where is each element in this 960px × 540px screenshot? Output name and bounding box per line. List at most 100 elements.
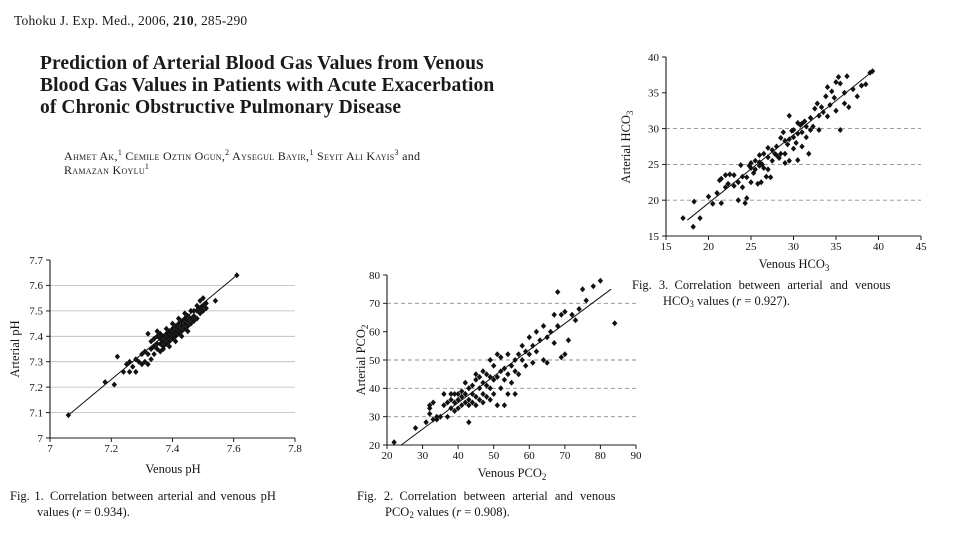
x-tick-label: 30 [788, 241, 800, 253]
fig1-caption-line2: values (r = 0.934). [37, 504, 328, 520]
data-points [680, 68, 876, 230]
x-tick-label: 15 [661, 241, 673, 253]
x-tick-label: 25 [746, 241, 758, 253]
y-tick-label: 30 [369, 412, 381, 424]
text-segment: Seyit Ali Kayis [313, 149, 395, 163]
fig2-caption: Fig. 2. Correlation between arterial and… [357, 488, 657, 520]
y-tick-label: 60 [369, 327, 381, 339]
fig3-caption: Fig. 3. Correlation between arterial and… [632, 277, 954, 309]
fig1-caption-line1: Fig. 1. Correlation between arterial and… [10, 488, 328, 504]
x-tick-label: 80 [595, 450, 607, 462]
text-segment: Ahmet Ak, [64, 149, 118, 163]
x-tick-label: 35 [831, 241, 843, 253]
x-tick-label: 45 [916, 241, 928, 253]
text-segment: Cemile Oztin Ogun, [122, 149, 226, 163]
trendline [686, 69, 875, 221]
text-segment: Fig. 1. Correlation between arterial and… [10, 489, 276, 503]
axes: 7 7.2 7.4 7.6 7.8 7 7.1 7.2 7.3 7.4 7.5 7.6 7.7 [29, 255, 302, 455]
fig3-caption-line1: Fig. 3. Correlation between arterial and… [632, 277, 954, 293]
y-tick-label: 15 [648, 231, 660, 243]
text-segment: values ( [413, 505, 457, 519]
y-tick-label: 7.4 [29, 331, 43, 343]
axes: 20 30 40 50 60 70 80 90 20 30 40 50 60 70 80 [369, 270, 642, 462]
article-title-line-3: of Chronic Obstructive Pulmonary Disease [40, 97, 402, 118]
text-segment: Fig. 3. Correlation between arterial and… [632, 278, 891, 292]
fig1-caption: Fig. 1. Correlation between arterial and… [10, 488, 328, 520]
y-tick-label: 40 [369, 383, 381, 395]
y-tick-label: 7.6 [29, 280, 43, 292]
article-title: Prediction of Arterial Blood Gas Values … [40, 53, 494, 119]
author-affiliation-sup: 1 [309, 148, 314, 157]
y-axis-label: Arterial pH [8, 320, 22, 377]
x-axis-label: Venous pH [145, 462, 200, 476]
fig2-scatter-chart: 20 30 40 50 60 70 80 90 20 30 40 50 60 70 80 Venous PCO… [354, 270, 642, 482]
journal-volume: 210 [172, 13, 194, 28]
y-tick-label: 70 [369, 298, 381, 310]
fig3-caption-line2: HCO3 values (r = 0.927). [663, 293, 954, 309]
text-segment: values ( [693, 294, 737, 308]
y-tick-label: 7.7 [29, 255, 43, 267]
author-affiliation-sup: 1 [117, 148, 123, 157]
x-tick-label: 40 [453, 450, 465, 462]
author-line-1: Ahmet Ak,1 Cemile Oztin Ogun,2 Aysegul B… [64, 148, 420, 164]
gridlines [387, 302, 636, 418]
journal-header-prefix: Tohoku J. Exp. Med., 2006, [14, 13, 173, 28]
x-tick-label: 20 [382, 450, 394, 462]
fig2-caption-line1: Fig. 2. Correlation between arterial and… [357, 488, 657, 504]
x-tick-label: 20 [703, 241, 715, 253]
x-tick-label: 7.8 [288, 443, 302, 455]
y-axis-label: Arterial HCO3 [619, 110, 635, 183]
author-affiliation-sup: 1 [144, 162, 150, 171]
x-axis-label: Venous HCO3 [759, 257, 830, 273]
text-segment: HCO [663, 294, 690, 308]
article-title-line-2: Blood Gas Values in Patients with Acute … [40, 75, 495, 96]
author-affiliation-sup: 3 [394, 148, 399, 157]
x-tick-label: 7.2 [104, 443, 118, 455]
data-points [65, 272, 240, 419]
x-tick-label: 7.6 [227, 443, 241, 455]
text-segment: PCO [385, 505, 410, 519]
y-tick-label: 50 [369, 355, 381, 367]
x-tick-label: 7 [47, 443, 53, 455]
y-tick-label: 7.5 [29, 306, 43, 318]
x-tick-label: 7.4 [166, 443, 180, 455]
text-segment: Fig. 2. Correlation between arterial and… [357, 489, 616, 503]
journal-header-suffix: , 285-290 [193, 13, 248, 28]
x-tick-label: 40 [873, 241, 885, 253]
text-segment: Aysegul Bayir, [229, 149, 310, 163]
x-axis-label: Venous PCO2 [478, 466, 547, 482]
y-tick-label: 7.3 [29, 357, 43, 369]
y-tick-label: 25 [648, 159, 660, 171]
journal-header: Tohoku J. Exp. Med., 2006, 210, 285-290 [14, 13, 247, 29]
author-affiliation-sup: 2 [225, 148, 230, 157]
axes: 15 20 25 30 35 40 45 15 20 25 30 35 40 [648, 52, 927, 253]
author-line-2: Ramazan Koylu1 [64, 162, 420, 178]
y-axis-label: Arterial PCO2 [354, 325, 370, 396]
text-segment: 2 [409, 510, 414, 520]
text-segment: = 0.927). [741, 294, 790, 308]
text-segment: r [76, 505, 82, 519]
y-tick-label: 20 [369, 440, 381, 452]
text-segment: values ( [37, 505, 77, 519]
y-tick-label: 80 [369, 270, 381, 282]
y-tick-label: 20 [648, 195, 660, 207]
x-tick-label: 30 [417, 450, 429, 462]
x-tick-label: 50 [488, 450, 500, 462]
text-segment: 3 [689, 299, 694, 309]
text-segment: Ramazan Koylu [64, 163, 145, 177]
gridlines [50, 284, 295, 414]
fig3-scatter-chart: 15 20 25 30 35 40 45 15 20 25 30 35 40 Venous HCO3 Art… [619, 52, 927, 273]
x-tick-label: 90 [631, 450, 643, 462]
text-segment: r [736, 294, 742, 308]
y-tick-label: 35 [648, 88, 660, 100]
article-title-line-1: Prediction of Arterial Blood Gas Values … [40, 53, 484, 74]
text-segment: = 0.934). [81, 505, 130, 519]
fig1-scatter-chart: 7 7.2 7.4 7.6 7.8 7 7.1 7.2 7.3 7.4 7.5 7.6 7.7 Venou… [8, 255, 302, 476]
y-tick-label: 40 [648, 52, 660, 64]
x-tick-label: 60 [524, 450, 536, 462]
data-points [391, 277, 618, 446]
text-segment: = 0.908). [461, 505, 510, 519]
y-tick-label: 7.2 [29, 382, 43, 394]
x-tick-label: 70 [559, 450, 571, 462]
